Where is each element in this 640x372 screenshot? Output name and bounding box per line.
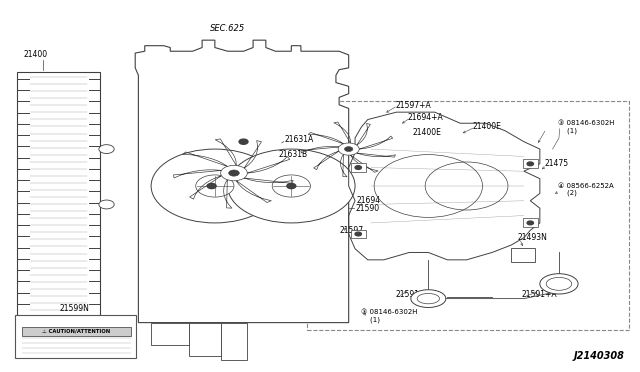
Text: ⚠ CAUTION/ATTENTION: ⚠ CAUTION/ATTENTION: [42, 329, 111, 334]
Text: 21631B: 21631B: [278, 150, 308, 159]
Text: 21599N: 21599N: [60, 304, 90, 313]
Text: 21597+A: 21597+A: [395, 101, 431, 110]
Bar: [307, 101, 629, 330]
Bar: [523, 160, 538, 168]
Circle shape: [338, 143, 359, 155]
Text: ④ 08566-6252A
    (2): ④ 08566-6252A (2): [557, 183, 613, 196]
Bar: [511, 248, 536, 262]
Text: 21694: 21694: [357, 196, 381, 205]
Text: 21597: 21597: [339, 226, 364, 235]
Circle shape: [239, 139, 248, 144]
Circle shape: [527, 221, 534, 225]
Text: SEC.625: SEC.625: [210, 24, 245, 33]
Text: 21475: 21475: [544, 159, 568, 169]
Circle shape: [151, 149, 278, 223]
Bar: [221, 323, 246, 359]
Circle shape: [228, 149, 355, 223]
Circle shape: [355, 166, 362, 169]
Bar: [189, 323, 221, 356]
Circle shape: [228, 170, 239, 176]
Ellipse shape: [540, 274, 578, 294]
Text: 21400E: 21400E: [412, 128, 441, 137]
Bar: [351, 163, 366, 172]
Bar: [22, 327, 131, 336]
Circle shape: [344, 147, 353, 151]
Bar: [151, 323, 189, 345]
Text: 21591: 21591: [395, 291, 419, 299]
Text: 21631A: 21631A: [285, 135, 314, 144]
Text: ③ 08146-6302H
    (1): ③ 08146-6302H (1): [362, 309, 418, 323]
Circle shape: [272, 175, 310, 197]
Circle shape: [355, 232, 362, 236]
Polygon shape: [135, 40, 349, 323]
Bar: [523, 218, 538, 227]
Text: 21493N: 21493N: [518, 233, 547, 242]
Circle shape: [99, 200, 114, 209]
Circle shape: [99, 145, 114, 154]
Circle shape: [287, 183, 296, 189]
Bar: [17, 71, 100, 323]
Text: J2140308: J2140308: [573, 352, 625, 361]
Bar: [351, 230, 366, 238]
Text: 21591+A: 21591+A: [522, 291, 557, 299]
Circle shape: [196, 175, 234, 197]
Text: 21694+A: 21694+A: [408, 113, 444, 122]
Bar: [15, 315, 136, 358]
Circle shape: [207, 183, 216, 189]
Circle shape: [221, 166, 247, 181]
Text: ③ 08146-6302H
    (1): ③ 08146-6302H (1): [557, 120, 614, 134]
Circle shape: [527, 162, 534, 166]
Text: 21400E: 21400E: [473, 122, 502, 131]
Text: 21590: 21590: [355, 203, 379, 213]
Text: 21400: 21400: [24, 49, 48, 59]
Ellipse shape: [411, 290, 446, 308]
